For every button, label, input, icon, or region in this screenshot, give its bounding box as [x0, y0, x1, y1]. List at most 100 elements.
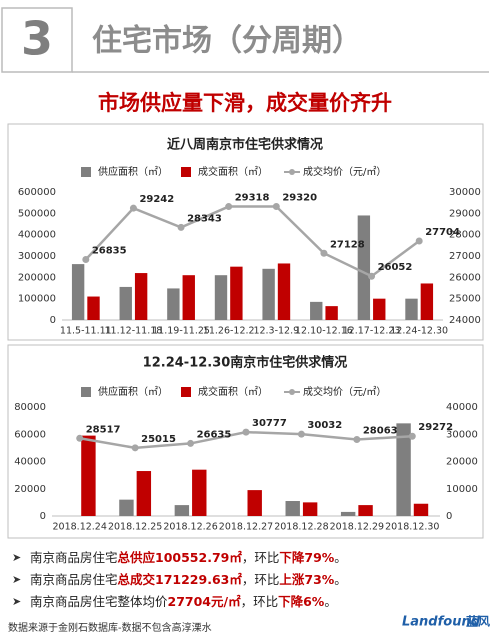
bar — [81, 435, 96, 516]
price-point — [129, 204, 137, 212]
bar — [136, 471, 152, 516]
bullet-segment: 南京商品房住宅 — [30, 572, 118, 587]
legend-label: 成交面积（㎡） — [198, 165, 268, 178]
bar — [405, 298, 418, 320]
y-tick-label: 20000 — [14, 484, 46, 495]
value-label: 30032 — [307, 420, 342, 431]
y-tick-label: 500000 — [18, 208, 56, 219]
value-label: 27128 — [330, 239, 365, 250]
legend-label: 供应面积（㎡） — [98, 165, 168, 178]
bar — [373, 298, 386, 320]
bullet-segment: ，环比 — [242, 572, 280, 587]
bullet-segment: 。 — [324, 594, 337, 609]
bar — [310, 301, 323, 320]
price-point — [320, 249, 328, 257]
bar — [192, 469, 207, 516]
chart-frame — [7, 344, 484, 539]
bullet-segment: 下降6% — [278, 594, 325, 609]
bar — [358, 505, 373, 516]
y2-tick-label: 25000 — [449, 294, 481, 305]
bullet-arrow: ➤ — [12, 551, 21, 564]
bar — [420, 283, 434, 320]
bar — [182, 275, 195, 320]
legend-label: 供应面积（㎡） — [98, 385, 168, 398]
y-tick-label: 0 — [40, 511, 46, 522]
bar — [340, 511, 356, 516]
value-label: 28063 — [363, 426, 398, 437]
price-point — [353, 436, 361, 444]
y2-tick-label: 30000 — [449, 187, 481, 198]
price-line — [84, 205, 420, 278]
value-label: 30777 — [252, 418, 287, 429]
price-point — [187, 439, 195, 447]
x-tick-label: 11.26-12.2 — [203, 326, 255, 337]
section-title: 住宅市场（分周期） — [92, 24, 362, 59]
y-tick-label: 200000 — [18, 272, 56, 283]
y2-tick-label: 30000 — [446, 429, 478, 440]
price-point — [272, 203, 280, 211]
bar — [277, 263, 291, 320]
x-tick-label: 2018.12.26 — [163, 522, 217, 533]
y2-tick-label: 29000 — [449, 208, 481, 219]
value-label: 29320 — [282, 193, 317, 204]
bar — [325, 306, 338, 320]
x-tick-label: 11.5-11.11 — [60, 326, 112, 337]
logo-name: 蓝风 — [466, 614, 490, 629]
bullet-text: 南京商品房住宅总成交171229.63㎡，环比上涨73%。 — [30, 572, 347, 587]
value-label: 25015 — [141, 434, 176, 445]
y-tick-label: 400000 — [18, 230, 56, 241]
bar — [413, 503, 429, 516]
bullet-segment: 。 — [334, 572, 347, 587]
legend-label: 成交均价（元/㎡） — [303, 165, 386, 178]
y-tick-label: 80000 — [14, 402, 46, 413]
value-label: 26635 — [197, 429, 232, 440]
bar — [119, 499, 134, 516]
x-tick-label: 2018.12.25 — [108, 522, 162, 533]
y-tick-label: 600000 — [18, 187, 56, 198]
price-point — [76, 434, 84, 442]
value-label: 28517 — [86, 424, 121, 435]
chart-title: 12.24-12.30南京市住宅供求情况 — [143, 355, 348, 371]
x-tick-label: 12.3-12.9 — [253, 326, 299, 337]
bullet-arrow: ➤ — [12, 595, 21, 608]
legend-label: 成交均价（元/㎡） — [303, 385, 386, 398]
chart-title: 近八周南京市住宅供求情况 — [167, 137, 323, 153]
price-point — [415, 237, 423, 245]
bullet-segment: 南京商品房住宅 — [30, 550, 118, 565]
footer: 数据来源于金刚石数据库-数据不包含高淳溧水 — [8, 621, 212, 634]
y-tick-label: 300000 — [18, 251, 56, 262]
x-tick-label: 2018.12.24 — [53, 522, 107, 533]
bullet-segment: ，环比 — [241, 594, 279, 609]
bar — [119, 286, 132, 320]
price-point — [242, 428, 250, 436]
value-label: 26052 — [378, 262, 413, 273]
x-tick-label: 11.19-11.25 — [152, 326, 210, 337]
x-tick-label: 2018.12.28 — [274, 522, 328, 533]
y2-tick-label: 0 — [446, 511, 452, 522]
legend-swatch — [81, 387, 91, 397]
price-point — [297, 430, 305, 438]
price-point — [177, 223, 185, 231]
x-tick-label: 2018.12.30 — [385, 522, 439, 533]
legend-dot — [289, 389, 295, 395]
y-tick-label: 0 — [50, 315, 56, 326]
bar — [285, 501, 300, 516]
bar — [230, 266, 243, 320]
y2-tick-label: 40000 — [446, 402, 478, 413]
legend-swatch — [181, 387, 191, 397]
price-point — [408, 432, 416, 440]
bar — [262, 268, 275, 320]
value-label: 29242 — [139, 194, 174, 205]
y2-tick-label: 28000 — [449, 230, 481, 241]
y2-tick-label: 24000 — [449, 315, 481, 326]
value-label: 26835 — [92, 246, 127, 257]
bar — [134, 273, 148, 320]
price-point — [82, 256, 90, 264]
bullet-text: 南京商品房住宅总供应100552.79㎡，环比下降79%。 — [30, 550, 347, 565]
y2-tick-label: 27000 — [449, 251, 481, 262]
y-tick-label: 100000 — [18, 294, 56, 305]
y-tick-label: 40000 — [14, 457, 46, 468]
y-tick-label: 60000 — [14, 429, 46, 440]
bullet-segment: 下降79% — [279, 550, 334, 565]
